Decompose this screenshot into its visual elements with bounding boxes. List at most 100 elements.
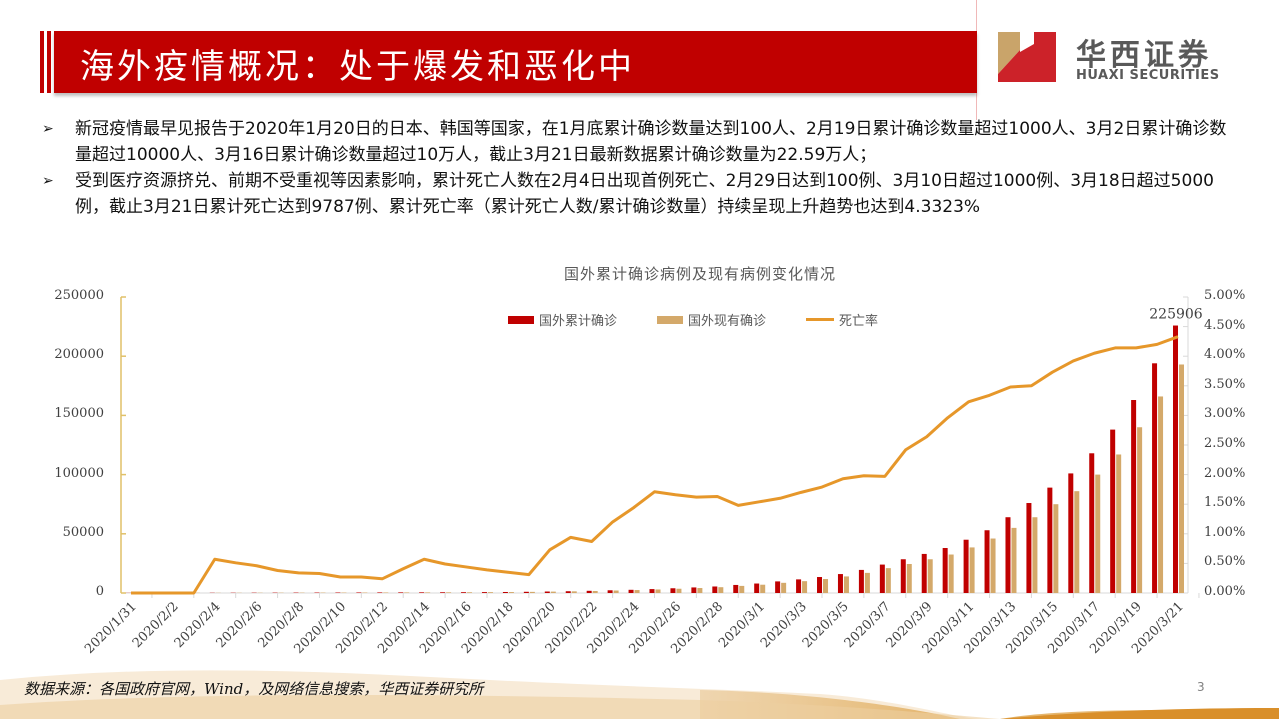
legend-item-current: 国外现有确诊 (657, 310, 766, 329)
bar-current (487, 592, 493, 593)
bar-cumulative (398, 592, 404, 593)
bar-cumulative (963, 539, 969, 593)
footer-wave-decoration (0, 670, 1279, 719)
bar-cumulative (1068, 473, 1074, 593)
bar-current (425, 592, 431, 593)
bar-cumulative (1110, 429, 1116, 593)
y-right-tick-label: 1.50% (1204, 495, 1246, 511)
title-stripe (40, 31, 44, 93)
bar-cumulative (1173, 325, 1178, 593)
bullet-list: ➢ 新冠疫情最早见报告于2020年1月20日的日本、韩国等国家，在1月底累计确诊… (42, 116, 1242, 220)
y-right-tick-label: 0.50% (1204, 554, 1246, 570)
bar-current (508, 592, 514, 593)
bar-current (446, 592, 452, 593)
bar-cumulative (817, 577, 823, 593)
bar-current (885, 568, 891, 593)
y-left-tick-label: 100000 (54, 465, 104, 481)
y-right-tick-label: 2.00% (1204, 465, 1246, 481)
legend-label: 国外累计确诊 (539, 314, 618, 329)
bar-current (739, 585, 745, 593)
bar-cumulative (586, 590, 592, 593)
bar-current (948, 554, 954, 593)
bar-current (823, 579, 829, 593)
combo-chart: 国外累计确诊病例及现有病例变化情况 国外累计确诊 国外现有确诊 死亡率 2020… (0, 255, 1279, 675)
legend-line (806, 318, 835, 321)
legend-swatch (657, 315, 684, 324)
bar-current (592, 590, 598, 593)
title-bar: 海外疫情概况：处于爆发和恶化中 (40, 31, 977, 93)
logo-en-text: HUAXI SECURITIES (1076, 68, 1220, 83)
y-right-tick-label: 2.50% (1204, 436, 1246, 451)
bar-current (1053, 504, 1059, 593)
page-number: 3 (1197, 680, 1205, 694)
bar-current (927, 559, 933, 593)
bar-cumulative (440, 592, 446, 593)
bar-cumulative (356, 592, 362, 593)
bullet-text: 受到医疗资源挤兑、前期不受重视等因素影响，累计死亡人数在2月4日出现首例死亡、2… (75, 171, 1214, 217)
bar-cumulative (461, 592, 467, 593)
bar-cumulative (775, 581, 781, 593)
bar-cumulative (502, 591, 508, 593)
bar-current (634, 590, 640, 593)
legend-swatch (508, 315, 534, 324)
bar-cumulative (837, 574, 843, 593)
bar-current (1011, 527, 1017, 593)
bar-current (1032, 517, 1038, 593)
legend-label: 国外现有确诊 (688, 314, 767, 329)
x-tick-label: 2020/1/31 (82, 599, 140, 657)
bar-cumulative (565, 591, 571, 593)
bullet-item: ➢ 受到医疗资源挤兑、前期不受重视等因素影响，累计死亡人数在2月4日出现首例死亡… (42, 168, 1242, 220)
bar-cumulative (523, 591, 529, 593)
bar-current (990, 538, 996, 593)
bar-cumulative (377, 592, 383, 593)
arrow-bullet-icon: ➢ (42, 173, 54, 189)
data-label-annotation: 225906 (1149, 307, 1203, 323)
bar-cumulative (796, 579, 802, 593)
bar-cumulative (691, 587, 697, 593)
bar-current (550, 591, 556, 593)
bar-cumulative (754, 583, 760, 593)
bar-current (467, 592, 473, 593)
data-source-note: 数据来源：各国政府官网，Wind，及网络信息搜索，华西证券研究所 (24, 680, 484, 698)
bar-cumulative (649, 589, 655, 593)
y-right-tick-label: 4.50% (1204, 317, 1246, 333)
bar-cumulative (733, 584, 739, 593)
bar-current (1158, 396, 1164, 593)
bar-cumulative (628, 589, 634, 593)
huaxi-logo: 华西证券 HUAXI SECURITIES (998, 30, 1258, 86)
y-right-tick-label: 0.00% (1204, 584, 1246, 599)
huaxi-h-logo-icon (998, 32, 1056, 82)
bar-current (613, 590, 619, 593)
death-rate-line (131, 335, 1179, 595)
arrow-bullet-icon: ➢ (42, 121, 54, 137)
bar-current (571, 591, 577, 593)
bar-cumulative (858, 569, 864, 593)
y-right-tick-label: 3.50% (1204, 376, 1246, 392)
bar-cumulative (670, 588, 676, 593)
bar-cumulative (607, 590, 613, 593)
bar-cumulative (544, 591, 550, 593)
bar-current (1179, 364, 1184, 593)
bar-current (1116, 454, 1122, 593)
bar-cumulative (921, 553, 927, 593)
bar-cumulative (419, 592, 425, 593)
bar-cumulative (1131, 400, 1137, 593)
bar-current (1074, 491, 1080, 593)
bar-current (697, 588, 703, 593)
bar-cumulative (1152, 363, 1158, 593)
y-right-tick-label: 4.00% (1204, 347, 1246, 363)
bar-current (969, 547, 975, 593)
bar-current (718, 587, 724, 593)
y-right-tick-label: 1.00% (1204, 524, 1246, 540)
bar-current (864, 572, 870, 593)
bar-current (802, 581, 808, 593)
bar-current (529, 591, 535, 593)
bar-cumulative (1005, 517, 1011, 593)
bar-cumulative (900, 559, 906, 593)
plot-area: 2020/1/312020/2/22020/2/42020/2/62020/2/… (82, 296, 1203, 657)
bar-current (1095, 474, 1101, 593)
legend-item-death-rate: 死亡率 (806, 310, 878, 329)
bar-cumulative (879, 564, 885, 593)
y-left-tick-label: 200000 (54, 347, 104, 363)
bar-current (781, 582, 787, 593)
